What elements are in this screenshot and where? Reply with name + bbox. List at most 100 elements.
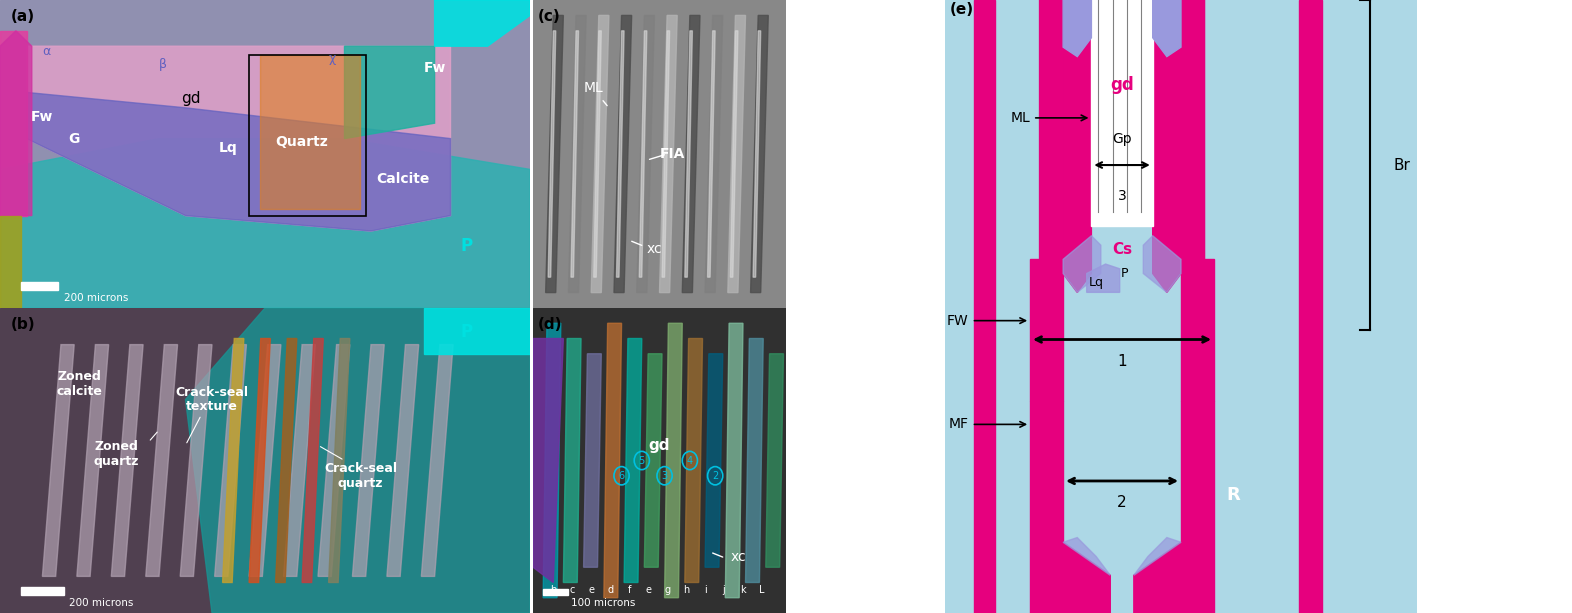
Polygon shape — [665, 323, 682, 598]
Polygon shape — [1039, 0, 1063, 273]
Polygon shape — [1030, 401, 1063, 613]
Text: (d): (d) — [538, 317, 563, 332]
Polygon shape — [1133, 543, 1181, 613]
Bar — [20, 282, 58, 289]
Text: MF: MF — [949, 417, 1025, 432]
Text: b: b — [550, 585, 556, 595]
Text: β: β — [159, 58, 167, 70]
Text: Quartz: Quartz — [275, 135, 329, 149]
Polygon shape — [0, 31, 27, 216]
Polygon shape — [549, 31, 556, 277]
Polygon shape — [1063, 0, 1091, 259]
Bar — [248, 55, 366, 216]
Polygon shape — [185, 308, 530, 613]
Text: j: j — [723, 585, 725, 595]
Text: i: i — [704, 585, 706, 595]
Polygon shape — [685, 31, 692, 277]
Polygon shape — [424, 308, 530, 354]
Text: gd: gd — [649, 438, 670, 453]
Polygon shape — [594, 31, 602, 277]
Text: d: d — [607, 585, 613, 595]
Polygon shape — [682, 15, 700, 292]
Polygon shape — [569, 15, 586, 292]
Polygon shape — [1152, 0, 1181, 259]
Text: 1: 1 — [1118, 354, 1127, 368]
Polygon shape — [1152, 236, 1181, 292]
Text: 3: 3 — [1118, 189, 1127, 203]
Bar — [973, 0, 995, 613]
Polygon shape — [704, 354, 723, 567]
Polygon shape — [352, 345, 384, 576]
Polygon shape — [318, 345, 351, 576]
Bar — [1298, 0, 1322, 613]
Text: Fw: Fw — [423, 61, 446, 75]
Polygon shape — [1181, 401, 1214, 613]
Text: e: e — [645, 585, 651, 595]
Polygon shape — [624, 338, 641, 582]
Polygon shape — [615, 15, 632, 292]
Text: L: L — [759, 585, 764, 595]
Polygon shape — [583, 354, 602, 567]
Text: Zoned
calcite: Zoned calcite — [57, 370, 102, 398]
Polygon shape — [563, 338, 582, 582]
Text: gd: gd — [1110, 76, 1133, 94]
Polygon shape — [704, 15, 723, 292]
Text: 4: 4 — [687, 455, 693, 465]
Polygon shape — [27, 46, 451, 231]
Polygon shape — [329, 338, 351, 582]
Polygon shape — [545, 15, 563, 292]
Polygon shape — [275, 338, 297, 582]
Polygon shape — [434, 0, 530, 46]
Bar — [542, 588, 569, 595]
Polygon shape — [146, 345, 178, 576]
Text: 100 microns: 100 microns — [571, 598, 635, 607]
Polygon shape — [745, 338, 764, 582]
Text: FIA: FIA — [660, 147, 685, 161]
Polygon shape — [1063, 538, 1110, 575]
Polygon shape — [1152, 0, 1181, 56]
Polygon shape — [1143, 236, 1181, 292]
Polygon shape — [707, 31, 715, 277]
Polygon shape — [1181, 0, 1204, 273]
Polygon shape — [0, 139, 530, 308]
Polygon shape — [259, 55, 360, 210]
Polygon shape — [1063, 236, 1091, 292]
Text: 6: 6 — [618, 471, 624, 481]
Text: Gp: Gp — [1113, 132, 1132, 146]
Text: Crack-seal
texture: Crack-seal texture — [176, 386, 248, 414]
Polygon shape — [766, 354, 783, 567]
Text: P: P — [461, 237, 473, 256]
Text: xc: xc — [646, 242, 662, 256]
Text: h: h — [682, 585, 689, 595]
Text: g: g — [663, 585, 670, 595]
Polygon shape — [77, 345, 108, 576]
Polygon shape — [750, 15, 769, 292]
Polygon shape — [215, 345, 247, 576]
Text: ML: ML — [583, 82, 604, 96]
Text: gd: gd — [181, 91, 201, 106]
Polygon shape — [421, 345, 453, 576]
Polygon shape — [27, 93, 451, 231]
Text: Br: Br — [1393, 158, 1410, 172]
Text: 3: 3 — [662, 471, 668, 481]
Text: Fw: Fw — [31, 110, 53, 124]
Polygon shape — [685, 338, 703, 582]
Text: FW: FW — [946, 314, 1025, 327]
Text: (b): (b) — [11, 317, 35, 332]
Polygon shape — [662, 31, 670, 277]
Text: (a): (a) — [11, 9, 35, 25]
Polygon shape — [0, 31, 31, 216]
Text: G: G — [69, 132, 80, 146]
Polygon shape — [1063, 543, 1110, 613]
Polygon shape — [1091, 0, 1152, 226]
Polygon shape — [42, 345, 74, 576]
Text: α: α — [42, 45, 50, 58]
Polygon shape — [112, 345, 143, 576]
Text: xc: xc — [731, 550, 747, 564]
Polygon shape — [591, 15, 608, 292]
Text: 5: 5 — [638, 455, 645, 465]
Polygon shape — [645, 354, 662, 567]
Polygon shape — [302, 338, 324, 582]
Polygon shape — [637, 15, 654, 292]
Polygon shape — [728, 15, 745, 292]
